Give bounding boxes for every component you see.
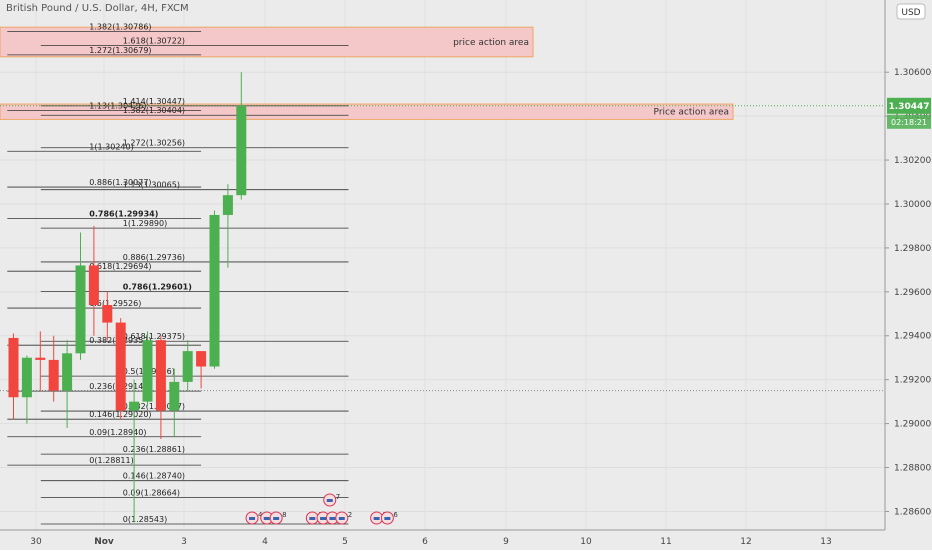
symbol-title: British Pound / U.S. Dollar, 4H, FXCM: [6, 3, 189, 14]
candle-body: [35, 357, 46, 360]
fib-b-label: 0.382(1.29057): [123, 402, 185, 411]
zone-label: price action area: [453, 38, 529, 48]
candle-body: [48, 359, 59, 391]
flag-icon: [263, 517, 270, 520]
fib-a-label: 1.382(1.30786): [89, 22, 151, 31]
event-count: 7: [336, 493, 340, 501]
fib-b-label: 0.146(1.28740): [123, 472, 185, 481]
time-tick-label: 3: [181, 537, 187, 547]
flag-icon: [329, 517, 336, 520]
fib-b-label: 1.272(1.30256): [123, 139, 185, 148]
current-price-tag: 1.30447 02:18:21: [0, 97, 931, 129]
time-tick-label: 4: [262, 537, 268, 547]
event-badges[interactable]: 438342267: [245, 493, 398, 525]
event-count: 6: [393, 511, 398, 519]
countdown-label: 02:18:21: [891, 118, 927, 127]
time-axis[interactable]: 30 Nov 3 4 5 6 9 10 11 12 13: [30, 537, 831, 547]
currency-button[interactable]: [896, 3, 926, 20]
time-tick-label: 10: [580, 537, 592, 547]
time-tick-label: Nov: [94, 537, 114, 547]
candles: [8, 72, 247, 523]
fib-a-label: 0.5(1.29526): [89, 299, 141, 308]
fib-a-label: 0.786(1.29934): [89, 209, 158, 218]
candle-body: [209, 214, 220, 367]
price-tick-label: 1.29000: [894, 420, 931, 430]
candle-body: [75, 265, 86, 354]
fib-a-label: 0(1.28811): [89, 456, 133, 465]
event-count: 2: [348, 511, 352, 519]
price-tick-label: 1.28600: [894, 507, 931, 517]
flag-icon: [326, 499, 333, 502]
time-tick-label: 30: [30, 537, 42, 547]
currency-label: USD: [901, 8, 920, 18]
candle-body: [142, 340, 153, 402]
countdown-badge: [887, 114, 931, 129]
fib-b-label: 1.13(1.30065): [123, 181, 180, 190]
fib-a-label: 0.886(1.30077): [89, 178, 151, 187]
event-count: 4: [258, 511, 263, 519]
time-tick-label: 13: [820, 537, 831, 547]
candle-body: [88, 265, 99, 305]
price-tick-label: 1.30200: [894, 156, 931, 166]
candle-body: [236, 105, 247, 196]
fib-b-label: 1.414(1.30447): [123, 97, 185, 106]
candle-body: [21, 357, 32, 398]
fib-b-label: 0.236(1.28861): [123, 445, 185, 454]
price-tick-label: 1.30600: [894, 68, 931, 78]
price-tick-label: 1.29400: [894, 332, 931, 342]
flag-icon: [320, 517, 327, 520]
fib-b-label: 0.618(1.29375): [123, 332, 185, 341]
price-tick-label: 1.29200: [894, 376, 931, 386]
fib-b-label: 1.618(1.30722): [123, 36, 185, 45]
fib-b-label: 0.09(1.28664): [123, 488, 180, 497]
fib-b-label: 1.382(1.30404): [123, 106, 185, 115]
zones[interactable]: price action area Price action area: [0, 26, 734, 120]
current-price-badge: [887, 97, 931, 114]
flag-icon: [384, 517, 391, 520]
candle-body: [222, 195, 233, 215]
price-tick-label: 1.30000: [894, 200, 931, 210]
flag-icon: [273, 517, 280, 520]
flag-icon: [373, 517, 380, 520]
event-count: 8: [282, 511, 286, 519]
candle-body: [155, 340, 166, 411]
candle-body: [115, 322, 126, 411]
candle-body: [182, 351, 193, 382]
zone-label: Price action area: [654, 108, 729, 118]
fib-a-label: 1(1.30240): [89, 142, 133, 151]
flag-icon: [249, 517, 256, 520]
fib-a-label: 0.618(1.29694): [89, 262, 151, 271]
flag-icon: [309, 517, 316, 520]
time-tick-label: 5: [342, 537, 348, 547]
candle-body: [8, 337, 19, 398]
current-price-label: 1.30447: [889, 102, 930, 112]
flag-icon: [338, 517, 345, 520]
fib-b-label: 0.786(1.29601): [123, 283, 192, 292]
candle-body: [196, 351, 207, 367]
time-tick-label: 6: [422, 537, 428, 547]
candle-body: [169, 381, 180, 411]
time-tick-label: 11: [660, 537, 671, 547]
price-action-zone[interactable]: [0, 26, 534, 58]
fib-b-label: 1(1.29890): [123, 219, 167, 228]
candle-body: [62, 353, 73, 391]
time-tick-label: 9: [503, 537, 509, 547]
time-tick-label: 12: [740, 537, 751, 547]
price-tick-label: 1.29600: [894, 288, 931, 298]
price-tick-label: 1.28800: [894, 464, 931, 474]
price-tick-label: 1.29800: [894, 244, 931, 254]
fib-b-label: 0(1.28543): [123, 515, 167, 524]
fib-b-label: 0.886(1.29736): [123, 253, 185, 262]
fib-a-label: 0.09(1.28940): [89, 428, 146, 437]
candle-body: [129, 401, 140, 411]
fib-a-label: 1.272(1.30679): [89, 46, 151, 55]
candle-body: [102, 305, 113, 323]
